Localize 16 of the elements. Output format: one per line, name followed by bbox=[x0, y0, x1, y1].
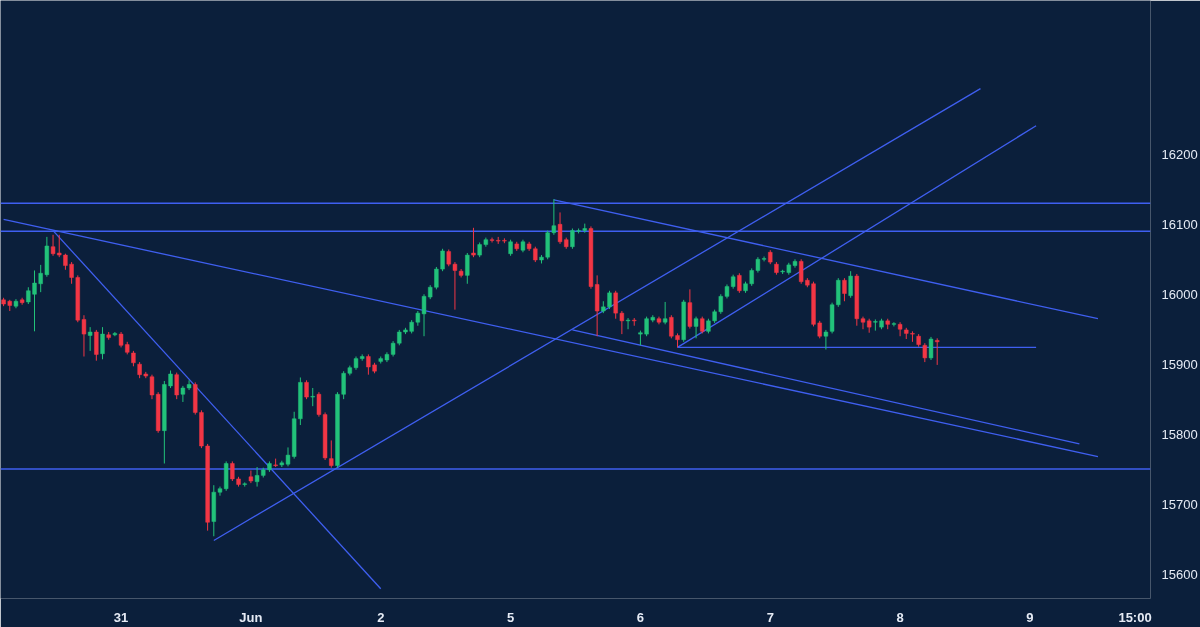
x-tick-label: 6 bbox=[636, 609, 645, 625]
y-tick-label: 15600 bbox=[1161, 566, 1198, 582]
x-tick-label: 9 bbox=[1026, 609, 1034, 625]
y-tick-label: 15700 bbox=[1161, 496, 1198, 512]
y-tick-label: 15800 bbox=[1161, 426, 1198, 442]
y-tick-label: 16000 bbox=[1161, 286, 1198, 302]
x-tick-label: 8 bbox=[896, 609, 904, 625]
x-tick-label: 31 bbox=[113, 609, 129, 625]
y-tick-label: 15900 bbox=[1161, 356, 1198, 372]
x-tick-label: Jun bbox=[239, 609, 263, 625]
x-tick-label: 15:00 bbox=[1118, 609, 1152, 625]
x-tick-label: 7 bbox=[766, 609, 774, 625]
x-tick-label: 5 bbox=[506, 609, 515, 625]
y-tick-label: 16100 bbox=[1161, 216, 1198, 232]
x-tick-label: 2 bbox=[377, 609, 385, 625]
y-tick-label: 16200 bbox=[1161, 146, 1198, 162]
